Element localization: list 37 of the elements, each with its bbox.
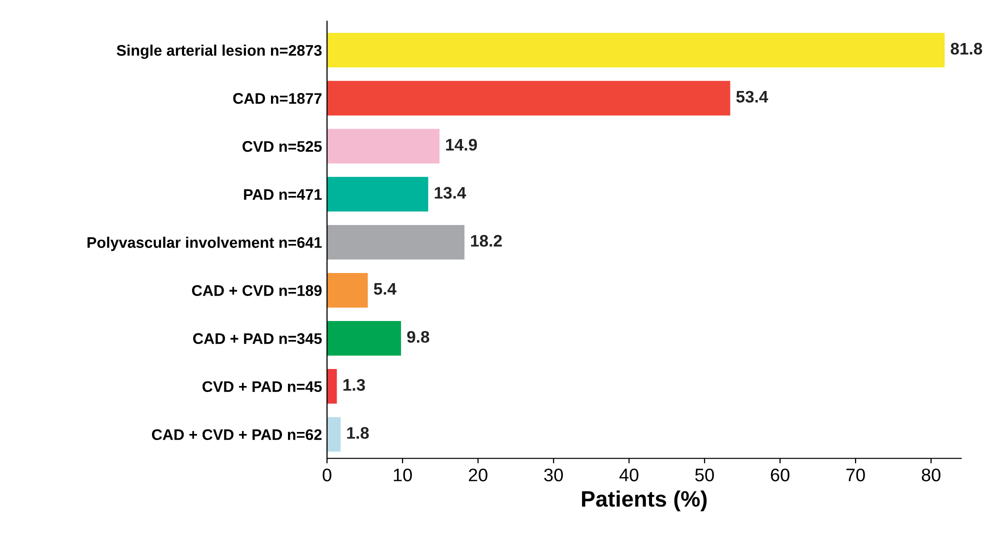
x-tick-label: 70 [846,468,865,482]
x-tick-label: 10 [394,468,412,482]
bar [327,224,464,260]
y-tick-label: CAD + CVD n=189 [192,285,322,296]
data-label: 9.8 [407,330,430,343]
data-label: 53.4 [736,90,768,103]
x-tick-label: 80 [922,468,940,482]
y-tick-label: PAD n=471 [244,189,322,200]
bar [327,417,341,452]
data-label: 81.8 [950,42,982,55]
data-label: 1.8 [347,427,369,439]
data-label: 5.4 [374,283,396,295]
bar [327,80,730,116]
bar [327,272,368,308]
x-tick-label: 30 [544,468,563,482]
y-tick-label: CAD + CVD + PAD n=62 [152,429,322,440]
x-axis-title: Patients (%) [582,490,707,512]
bar [327,321,402,356]
y-tick-label: Single arterial lesion n=2873 [116,44,322,59]
x-tick-label: 50 [695,468,714,482]
x-tick-label: 60 [770,468,790,482]
bar [327,369,337,404]
data-label: 14.9 [446,138,477,151]
data-label: 13.4 [434,186,466,199]
y-tick-label: Polyvascular involvement n=641 [88,236,322,251]
x-tick-label: 20 [468,468,488,482]
y-tick-label: CVD n=525 [242,141,322,152]
bar [327,32,945,68]
x-tick-label: 40 [619,468,638,482]
data-label: 18.2 [471,234,502,247]
y-tick-label: CAD n=1877 [233,93,322,104]
x-tick-label: 0 [322,468,332,482]
data-label: 1.3 [343,379,365,391]
bar [327,128,440,164]
y-tick-label: CAD + PAD n=345 [193,333,322,344]
y-tick-label: CVD + PAD n=45 [202,381,322,392]
bar [327,176,428,212]
